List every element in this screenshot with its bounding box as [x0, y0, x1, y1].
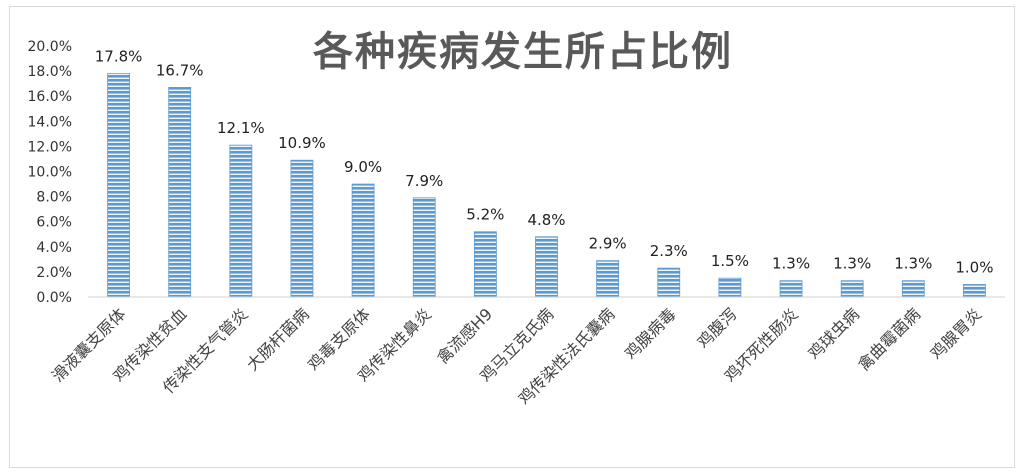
bar [168, 87, 192, 298]
bar [657, 267, 681, 298]
data-labels-group: 17.8% 16.7% 12.1% 10.9% 9.0% 7.9% 5.2% 4.8% 2.9%… [95, 48, 994, 277]
chart-frame: 各种疾病发生所占比例 0.0% 2.0% 4.0% 6.0% 8.0% 10.0% 12.0… [9, 6, 1015, 468]
data-label: 2.9% [589, 235, 627, 253]
category-label: 鸡球虫病 [804, 304, 863, 363]
y-tick-label: 8.0% [36, 190, 72, 206]
bar [412, 197, 436, 298]
category-label: 鸡腹泻 [693, 304, 740, 351]
data-label: 1.3% [772, 255, 810, 273]
category-label: 鸡腺病毒 [621, 304, 680, 363]
data-label: 17.8% [95, 48, 143, 66]
data-label: 9.0% [344, 158, 382, 176]
y-tick-label: 18.0% [28, 64, 72, 80]
data-label: 1.0% [955, 258, 993, 276]
bars-group [107, 73, 986, 298]
category-labels-group: 滑液囊支原体鸡传染性贫血传染性支气管炎大肠杆菌病鸡毒支原体鸡传染性鼻炎禽流感H9… [48, 304, 985, 408]
y-tick-label: 10.0% [28, 165, 72, 181]
data-label: 4.8% [527, 211, 565, 229]
bar [473, 231, 497, 298]
chart-title: 各种疾病发生所占比例 [313, 29, 733, 75]
data-label: 1.3% [833, 255, 871, 273]
bar-chart: 各种疾病发生所占比例 0.0% 2.0% 4.0% 6.0% 8.0% 10.0% 12.0… [28, 29, 1005, 408]
bar [779, 280, 803, 298]
data-label: 16.7% [156, 61, 204, 79]
bar [535, 236, 558, 298]
data-label: 7.9% [405, 172, 443, 190]
bar [107, 73, 130, 298]
y-tick-label: 20.0% [28, 39, 72, 55]
data-label: 1.3% [894, 255, 932, 273]
y-tick-label: 14.0% [28, 114, 72, 130]
bar [718, 277, 742, 298]
category-label: 大肠杆菌病 [243, 304, 313, 374]
y-axis: 0.0% 2.0% 4.0% 6.0% 8.0% 10.0% 12.0% 14.0% 16.0%… [28, 39, 72, 306]
y-tick-label: 6.0% [36, 215, 72, 231]
category-label: 鸡腺胃炎 [927, 304, 986, 363]
data-label: 12.1% [217, 119, 265, 137]
category-label: 禽流感H9 [433, 304, 496, 367]
bar [290, 159, 314, 298]
bar [963, 284, 986, 298]
data-label: 2.3% [650, 242, 688, 260]
bar [840, 280, 864, 298]
bar [351, 183, 375, 298]
bar [229, 144, 253, 298]
y-tick-label: 16.0% [28, 89, 72, 105]
y-tick-label: 0.0% [36, 290, 72, 306]
y-tick-label: 4.0% [36, 240, 72, 256]
category-label: 禽曲霉菌病 [854, 304, 924, 374]
data-label: 5.2% [466, 206, 504, 224]
bar [596, 260, 620, 298]
data-label: 1.5% [711, 252, 749, 270]
bar [901, 280, 925, 298]
y-tick-label: 12.0% [28, 139, 72, 155]
data-label: 10.9% [278, 134, 326, 152]
y-tick-label: 2.0% [36, 265, 72, 281]
